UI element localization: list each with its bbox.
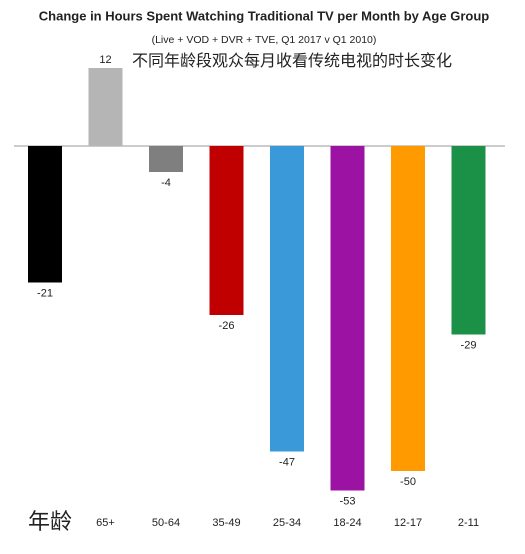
bar: [451, 146, 486, 335]
x-tick-label: 12-17: [394, 517, 422, 529]
bar: [149, 146, 183, 172]
data-label: -50: [400, 476, 416, 488]
data-label: -29: [461, 339, 477, 351]
data-label: -47: [279, 456, 295, 468]
bar: [330, 146, 365, 491]
data-label: -21: [37, 287, 53, 299]
x-tick-label: 2-11: [458, 517, 479, 529]
chart-subtitle: (Live + VOD + DVR + TVE, Q1 2017 v Q1 20…: [152, 34, 377, 46]
data-label: 12: [99, 54, 111, 66]
chart-title: Change in Hours Spent Watching Tradition…: [39, 8, 489, 23]
x-tick-label: 18-24: [333, 517, 361, 529]
bar: [270, 146, 304, 452]
annotation: 不同年龄段观众每月收看传统电视的时长变化: [132, 52, 452, 70]
x-tick-label: 65+: [96, 517, 115, 529]
data-label: -53: [340, 495, 356, 507]
x-axis-label: 年龄: [28, 509, 72, 534]
x-tick-label: 35-49: [212, 517, 240, 529]
bar: [391, 146, 425, 471]
bar: [88, 68, 123, 146]
data-label: -4: [161, 177, 171, 189]
x-tick-label: 25-34: [273, 517, 301, 529]
bar: [28, 146, 62, 283]
bar: [209, 146, 244, 315]
data-label: -26: [219, 320, 235, 332]
x-tick-label: 50-64: [152, 517, 180, 529]
